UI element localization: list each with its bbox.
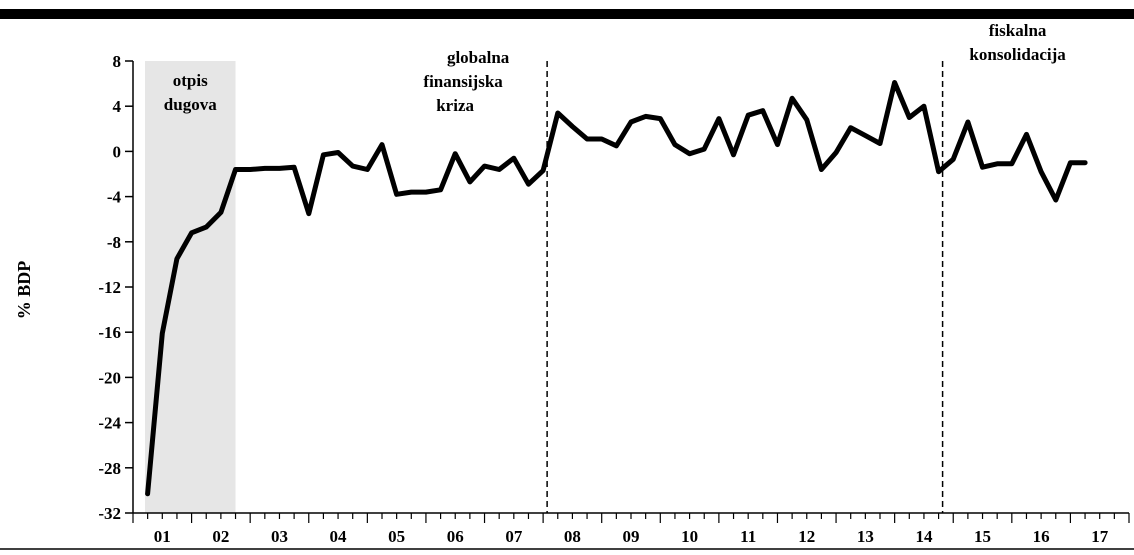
x-tick-label: 05 xyxy=(388,527,405,546)
y-axis-label: % BDP xyxy=(14,261,34,320)
x-tick-label: 10 xyxy=(681,527,698,546)
shaded-region-label-line: dugova xyxy=(164,95,217,114)
y-axis-ticks: 8 4 0 -4 -8 -12 -16 -20 -24 -28 -32 xyxy=(98,52,133,523)
annotation-label-line: finansijska xyxy=(423,72,503,91)
y-tick-label: -24 xyxy=(98,414,121,433)
x-tick-label: 16 xyxy=(1033,527,1050,546)
x-tick-label: 15 xyxy=(974,527,991,546)
series-line xyxy=(145,80,1088,497)
y-tick-label: 8 xyxy=(113,52,122,71)
x-tick-label: 07 xyxy=(505,527,523,546)
y-tick-label: -16 xyxy=(98,323,121,342)
x-tick-label: 01 xyxy=(154,527,171,546)
y-tick-label: -20 xyxy=(98,368,121,387)
shaded-region xyxy=(145,61,236,513)
x-tick-label: 03 xyxy=(271,527,288,546)
y-tick-label: -28 xyxy=(98,459,121,478)
x-tick-label: 09 xyxy=(623,527,640,546)
y-tick-label: -8 xyxy=(107,233,121,252)
y-tick-label: -12 xyxy=(98,278,121,297)
annotation-lines: globalna finansijska kriza fiskalna konsolid… xyxy=(423,21,1066,513)
x-tick-label: 12 xyxy=(798,527,815,546)
x-tick-label: 11 xyxy=(740,527,756,546)
y-tick-label: -32 xyxy=(98,504,121,523)
x-tick-label: 13 xyxy=(857,527,874,546)
x-axis-ticks: 01 02 03 04 05 06 07 08 09 10 11 12 13 14 15 16 17 xyxy=(132,513,1130,546)
shaded-region-label: otpis dugova xyxy=(164,71,217,114)
x-tick-label: 04 xyxy=(330,527,348,546)
y-tick-label: 0 xyxy=(113,142,122,161)
y-tick-label: -4 xyxy=(107,188,122,207)
x-tick-label: 02 xyxy=(212,527,229,546)
y-tick-label: 4 xyxy=(113,97,122,116)
top-border-bar xyxy=(0,9,1134,19)
shaded-region-label-line: otpis xyxy=(173,71,208,90)
annotation-label-line: konsolidacija xyxy=(969,45,1066,64)
annotation-label-line: globalna xyxy=(447,48,510,67)
annotation-label-line: fiskalna xyxy=(989,21,1047,40)
x-tick-label: 08 xyxy=(564,527,581,546)
x-tick-label: 06 xyxy=(447,527,464,546)
annotation-label-line: kriza xyxy=(436,96,474,115)
x-tick-label: 14 xyxy=(915,527,933,546)
x-tick-label: 17 xyxy=(1091,527,1109,546)
